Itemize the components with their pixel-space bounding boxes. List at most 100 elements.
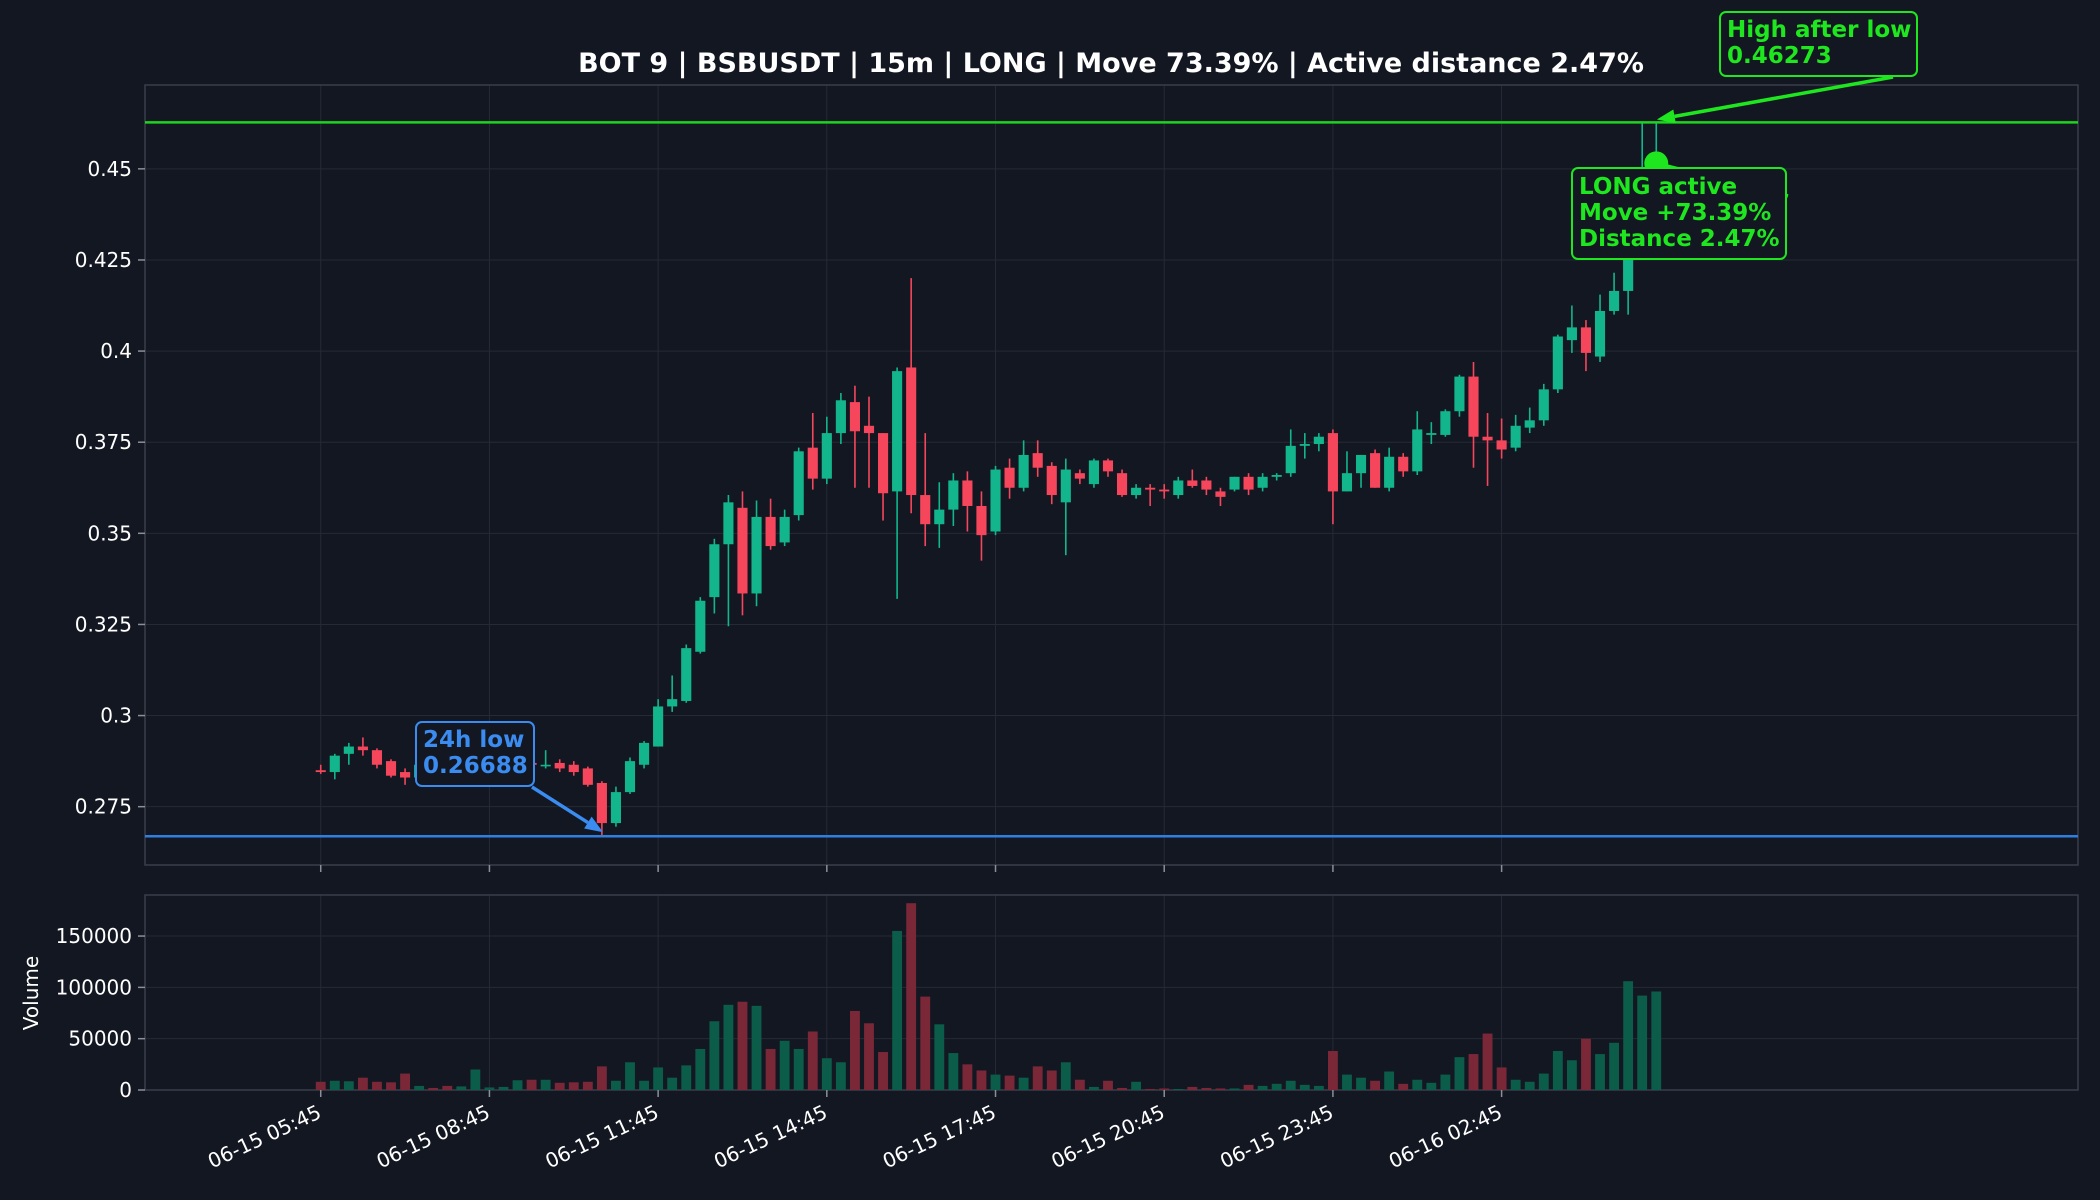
candle-body xyxy=(540,764,551,767)
candle-body xyxy=(1201,480,1212,490)
volume-bar xyxy=(1004,1075,1015,1090)
volume-bar xyxy=(1356,1077,1366,1090)
candle-body xyxy=(1482,436,1493,441)
candle-body xyxy=(1102,460,1114,472)
candle-body xyxy=(1215,491,1226,497)
volume-bar xyxy=(1552,1051,1563,1090)
candle-body xyxy=(948,480,959,510)
volume-tick-label: 0 xyxy=(119,1078,132,1102)
high-annotation-label: High after low xyxy=(1727,17,1911,43)
price-tick-label: 0.375 xyxy=(75,430,132,454)
candle-body xyxy=(1060,469,1071,503)
chart-title: BOT 9 | BSBUSDT | 15m | LONG | Move 73.3… xyxy=(578,48,1644,79)
candle-body xyxy=(400,772,411,778)
low-annotation-arrowhead xyxy=(584,816,604,833)
candle-body xyxy=(357,746,368,751)
candle-body xyxy=(1454,376,1465,412)
volume-bar xyxy=(470,1069,481,1090)
candle-body xyxy=(596,782,607,824)
candle-body xyxy=(371,750,383,765)
volume-bar xyxy=(442,1085,453,1090)
candle-body xyxy=(695,600,706,652)
price-tick-label: 0.3 xyxy=(100,704,132,728)
volume-bar xyxy=(765,1048,776,1090)
volume-bar xyxy=(1398,1083,1409,1090)
price-panel-frame xyxy=(144,84,2079,866)
volume-bar xyxy=(990,1074,1001,1090)
volume-bar xyxy=(1187,1086,1198,1090)
candle-body xyxy=(807,447,818,479)
active-annotation: LONG active Move +73.39% Distance 2.47% xyxy=(1571,158,1789,260)
candle-body xyxy=(624,761,636,793)
volume-bar xyxy=(793,1048,804,1090)
candle-body xyxy=(1257,476,1268,488)
volume-bar xyxy=(1145,1088,1156,1090)
candle-body xyxy=(1468,376,1479,437)
volume-bar xyxy=(1271,1083,1282,1090)
volume-bar xyxy=(611,1080,621,1090)
candle-body xyxy=(639,742,650,765)
candle-body xyxy=(793,451,804,516)
low-annotation-box xyxy=(415,721,535,787)
volume-bar xyxy=(540,1079,551,1090)
candle-body xyxy=(1313,436,1324,445)
candle-body xyxy=(1398,456,1409,472)
volume-bar xyxy=(723,1004,734,1090)
volume-bar xyxy=(315,1081,326,1090)
candle-body xyxy=(962,480,973,506)
volume-bar xyxy=(414,1085,425,1090)
volume-tick-label: 100000 xyxy=(56,975,132,999)
volume-bar xyxy=(1089,1086,1099,1090)
volume-bar xyxy=(835,1062,846,1090)
candle-body xyxy=(835,400,846,434)
volume-bar xyxy=(372,1081,382,1090)
low-annotation-value: 0.26688 xyxy=(423,753,528,779)
candle-body xyxy=(877,433,889,494)
candle-body xyxy=(1355,454,1367,474)
volume-bar xyxy=(343,1081,354,1090)
volume-bar xyxy=(512,1080,523,1090)
volume-bar xyxy=(807,1031,818,1090)
candle-body xyxy=(1496,440,1507,450)
high-annotation: High after low 0.46273 xyxy=(1656,11,1918,124)
candle-body xyxy=(976,505,987,536)
candle-body xyxy=(343,746,354,754)
volume-bar xyxy=(1440,1074,1451,1090)
candle-body xyxy=(1131,487,1142,496)
candle-body xyxy=(1384,456,1395,488)
volume-bar xyxy=(1412,1079,1423,1090)
candle-body xyxy=(1341,473,1353,492)
candle-body xyxy=(1173,480,1184,496)
volume-bar xyxy=(596,1066,607,1090)
volume-bar xyxy=(1426,1082,1437,1090)
volume-bars xyxy=(315,903,1662,1090)
candle-body xyxy=(1187,480,1198,486)
price-tick-label: 0.275 xyxy=(75,795,132,819)
volume-bar xyxy=(498,1086,509,1090)
volume-bar xyxy=(1637,995,1648,1090)
volume-bar xyxy=(456,1086,467,1090)
volume-bar xyxy=(751,1005,762,1090)
volume-bar xyxy=(1173,1088,1184,1090)
volume-bar xyxy=(1215,1088,1226,1090)
volume-bar xyxy=(850,1010,860,1090)
candle-body xyxy=(1426,433,1437,435)
volume-axis-label: Volume xyxy=(19,956,43,1030)
candle-body xyxy=(1327,433,1338,492)
volume-bar xyxy=(625,1062,635,1090)
candle-body xyxy=(737,507,748,594)
price-axis: 0.275 0.3 0.325 0.35 0.375 0.4 0.425 0.45 xyxy=(75,157,145,819)
candle-body xyxy=(653,706,664,747)
volume-bar xyxy=(1243,1084,1254,1090)
candle-body xyxy=(1243,476,1254,490)
price-tick-label: 0.4 xyxy=(100,339,132,363)
volume-bar xyxy=(1313,1085,1324,1090)
active-annotation-box xyxy=(1571,167,1787,260)
candle-body xyxy=(1229,476,1240,490)
volume-bar xyxy=(1159,1088,1170,1090)
volume-bar xyxy=(526,1079,537,1090)
high-annotation-arrowhead xyxy=(1656,109,1676,124)
volume-bar xyxy=(1342,1074,1352,1090)
volume-bar xyxy=(695,1048,706,1090)
